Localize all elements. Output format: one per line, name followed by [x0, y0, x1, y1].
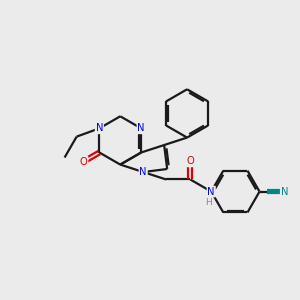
- Text: N: N: [96, 123, 103, 134]
- Text: O: O: [80, 157, 88, 166]
- Text: N: N: [208, 187, 215, 196]
- Text: H: H: [206, 198, 212, 207]
- Text: O: O: [187, 156, 194, 167]
- Text: N: N: [137, 123, 145, 134]
- Text: N: N: [140, 167, 147, 177]
- Text: N: N: [281, 187, 288, 196]
